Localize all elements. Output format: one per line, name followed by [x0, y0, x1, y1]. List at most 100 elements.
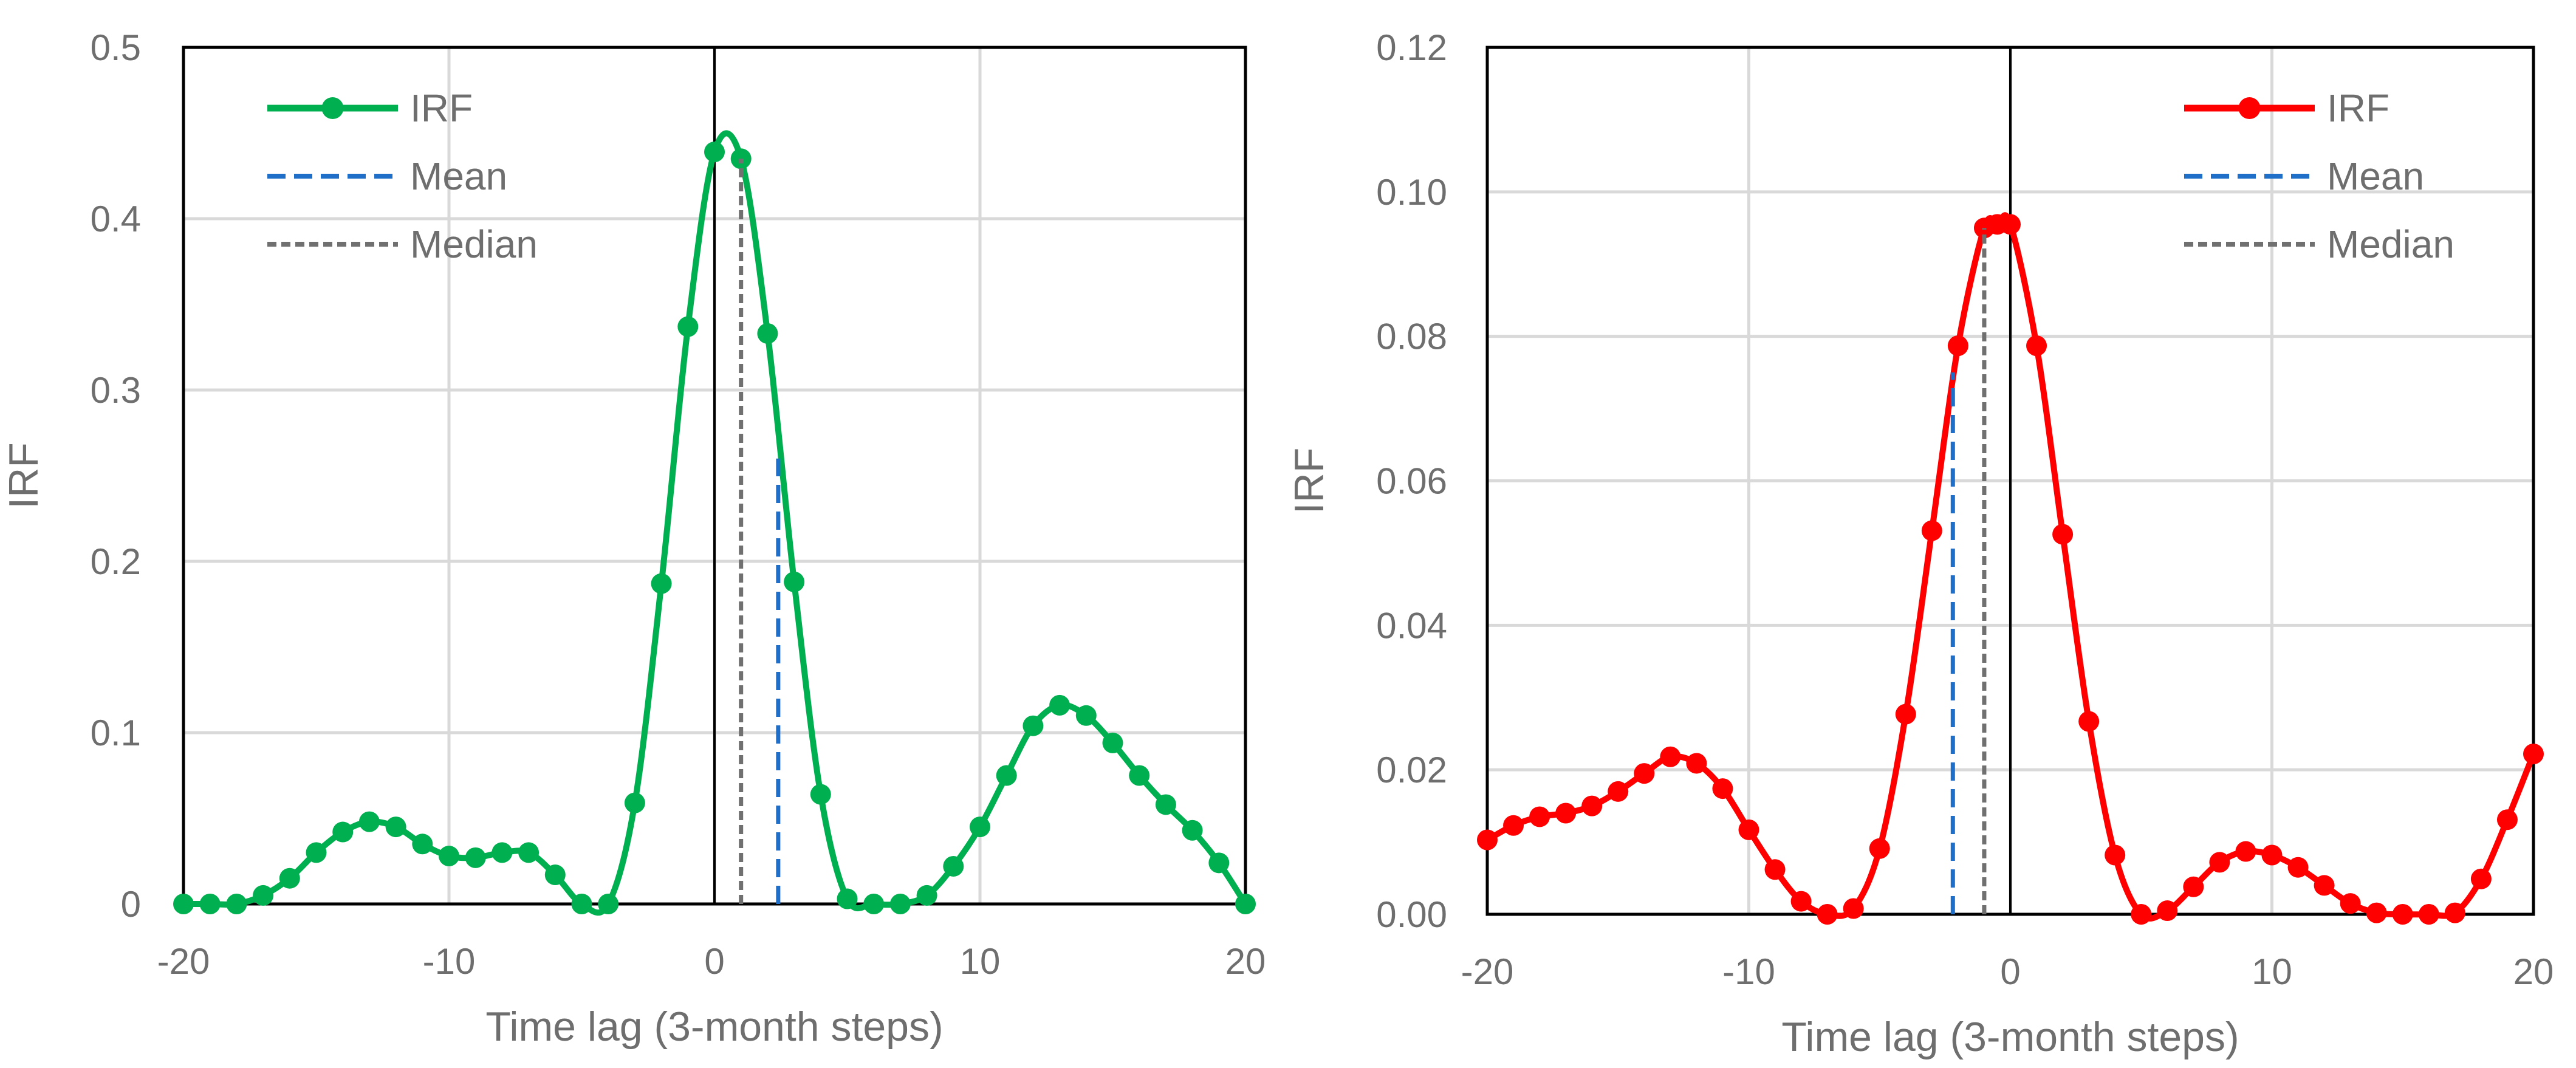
- x-tick-label: 0: [2000, 951, 2020, 992]
- y-axis-title: IRF: [1286, 448, 1332, 515]
- irf-data-point: [704, 142, 725, 163]
- irf-data-point: [1529, 806, 1550, 827]
- irf-data-point: [784, 571, 805, 592]
- irf-data-point: [2052, 524, 2074, 545]
- irf-data-point: [1503, 815, 1524, 836]
- x-tick-label: -10: [423, 941, 476, 982]
- irf-data-point: [1921, 520, 1942, 541]
- irf-data-point: [412, 834, 433, 855]
- irf-data-point: [810, 784, 831, 805]
- irf-data-point: [1660, 746, 1681, 767]
- irf-data-point: [598, 894, 619, 914]
- chart-panel-1: 0 0.1 0.2 0.3 0.4 0.5 -20 -10 0 10 20 Time lag (3-m…: [1, 27, 1266, 1050]
- irf-data-point: [2131, 904, 2152, 925]
- irf-data-point: [916, 885, 937, 906]
- y-tick-label: 0.4: [91, 199, 141, 239]
- irf-data-point: [889, 894, 911, 914]
- irf-data-point: [173, 894, 194, 914]
- legend-label-irf: IRF: [410, 86, 473, 130]
- y-tick-label: 0.1: [91, 713, 141, 753]
- irf-data-point: [2314, 875, 2335, 896]
- irf-data-point: [1477, 829, 1498, 851]
- irf-data-point: [1895, 703, 1916, 725]
- irf-data-point: [571, 894, 592, 914]
- irf-data-point: [465, 847, 486, 868]
- irf-data-point: [1555, 803, 1577, 824]
- y-tick-label: 0.04: [1376, 605, 1447, 646]
- irf-data-point: [385, 816, 406, 838]
- irf-data-point: [1208, 852, 1230, 874]
- y-axis-title: IRF: [1, 442, 47, 509]
- legend-label-irf: IRF: [2327, 86, 2389, 130]
- irf-data-point: [544, 864, 566, 886]
- irf-data-point: [332, 821, 354, 843]
- irf-data-point: [1686, 753, 1707, 774]
- irf-data-point: [2392, 904, 2413, 925]
- y-tick-label: 0: [121, 884, 141, 925]
- irf-data-point: [1129, 765, 1150, 786]
- irf-data-point: [253, 885, 274, 906]
- irf-data-point: [2105, 844, 2126, 866]
- irf-data-point: [1235, 894, 1256, 914]
- irf-data-point: [2209, 852, 2230, 873]
- x-tick-label: 20: [1225, 941, 1266, 982]
- legend-irf-marker: [2238, 97, 2261, 119]
- irf-data-point: [1947, 335, 1968, 357]
- irf-data-point: [358, 811, 380, 832]
- irf-data-point: [1869, 838, 1890, 859]
- irf-data-point: [2444, 902, 2465, 923]
- x-tick-label: 0: [704, 941, 724, 982]
- irf-data-point: [1581, 795, 1603, 816]
- y-tick-label: 0.06: [1376, 461, 1447, 502]
- irf-data-point: [492, 842, 513, 863]
- irf-data-point: [2287, 857, 2309, 878]
- legend: IRF Mean Median: [267, 86, 538, 266]
- y-tick-label: 0.08: [1376, 317, 1447, 357]
- x-tick-label: -20: [1461, 951, 1514, 992]
- irf-data-point: [1049, 694, 1070, 716]
- legend-label-mean: Mean: [410, 154, 507, 198]
- y-tick-label: 0.10: [1376, 172, 1447, 213]
- irf-data-point: [651, 573, 672, 594]
- x-tick-label: 10: [2252, 951, 2292, 992]
- irf-data-point: [1023, 715, 1044, 736]
- irf-data-point: [2026, 335, 2047, 357]
- legend-label-median: Median: [410, 222, 538, 266]
- irf-data-point: [2157, 900, 2178, 922]
- plot-frame: [182, 46, 1247, 906]
- y-tick-label: 0.00: [1376, 894, 1447, 935]
- irf-data-point: [226, 894, 247, 914]
- irf-data-point: [306, 842, 327, 863]
- irf-data-point: [837, 888, 858, 909]
- irf-data-point: [199, 894, 221, 914]
- y-tick-label: 0.5: [91, 27, 141, 68]
- irf-data-point: [2366, 902, 2387, 923]
- irf-data-point: [518, 842, 540, 863]
- irf-data-point: [2183, 876, 2204, 897]
- y-tick-label: 0.3: [91, 370, 141, 411]
- irf-data-point: [677, 316, 699, 337]
- irf-data-point: [1764, 859, 1786, 880]
- irf-data-point: [2496, 809, 2518, 830]
- legend: IRF Mean Median: [2184, 86, 2454, 266]
- irf-data-point: [730, 148, 752, 169]
- irf-data-point: [757, 323, 778, 344]
- irf-data-point: [1102, 732, 1123, 753]
- irf-data-point: [2261, 844, 2283, 866]
- irf-data-point: [996, 765, 1017, 786]
- legend-irf-marker: [321, 97, 344, 119]
- irf-data-point: [970, 816, 990, 838]
- irf-data-point: [2078, 711, 2100, 732]
- irf-data-point: [863, 894, 885, 914]
- irf-data-point: [2235, 841, 2256, 862]
- irf-data-point: [1712, 778, 1733, 799]
- irf-data-point: [1738, 819, 1759, 840]
- irf-data-point: [624, 792, 645, 813]
- x-axis-title: Time lag (3-month steps): [485, 1004, 943, 1050]
- y-tick-label: 0.12: [1376, 27, 1447, 68]
- irf-data-point: [439, 846, 459, 867]
- irf-data-point: [1075, 705, 1097, 726]
- irf-data-point: [1843, 898, 1864, 919]
- irf-data-point: [1790, 891, 1812, 912]
